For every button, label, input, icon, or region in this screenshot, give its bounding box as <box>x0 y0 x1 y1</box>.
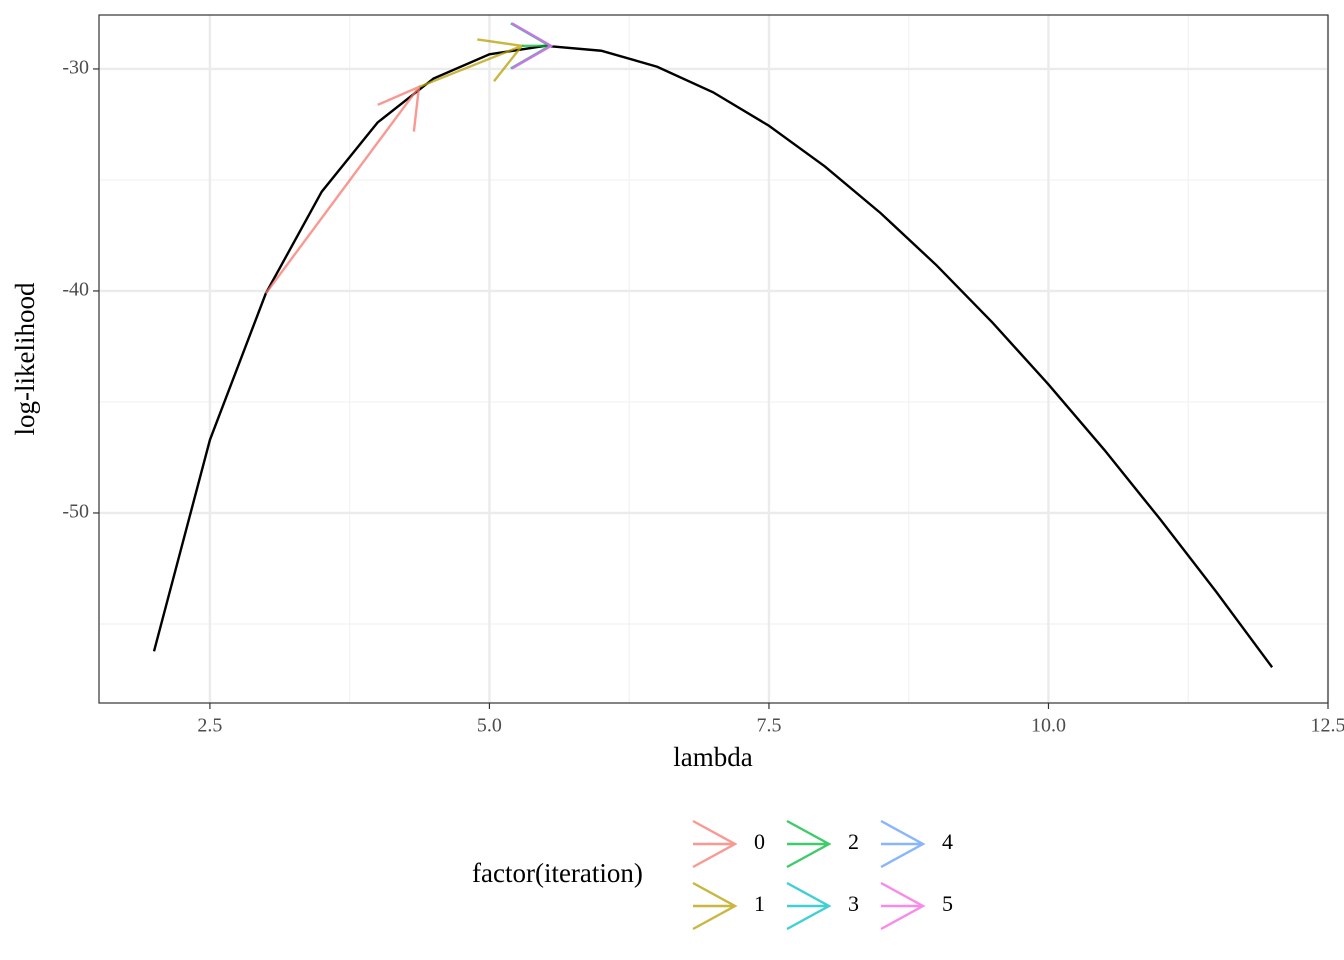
legend-key <box>786 881 832 931</box>
arrow <box>418 38 525 89</box>
x-tick-label: 12.5 <box>1311 715 1344 737</box>
y-tick-label: -50 <box>62 501 89 523</box>
legend-label: 0 <box>754 829 765 854</box>
arrow <box>511 22 554 70</box>
legend-key <box>786 819 832 869</box>
legend-label: 1 <box>754 891 765 916</box>
legend-key <box>692 881 738 931</box>
x-axis-title: lambda <box>673 742 752 772</box>
x-tick-label: 5.0 <box>477 715 502 737</box>
legend-label: 4 <box>942 829 953 854</box>
x-tick-label: 10.0 <box>1031 715 1066 737</box>
x-tick-label: 7.5 <box>756 715 781 737</box>
legend-key <box>880 881 926 931</box>
x-tick-label: 2.5 <box>197 715 222 737</box>
legend-key <box>692 819 738 869</box>
panel-border <box>98 14 1329 704</box>
legend-label: 5 <box>942 891 953 916</box>
curve <box>152 44 1274 668</box>
legend-key <box>880 819 926 869</box>
y-tick-label: -30 <box>62 57 89 79</box>
y-tick-label: -40 <box>62 279 89 301</box>
legend-label: 3 <box>848 891 859 916</box>
legend-title: factor(iteration) <box>472 858 643 888</box>
y-axis-title: log-likelihood <box>10 282 40 435</box>
arrow <box>264 85 421 295</box>
legend-label: 2 <box>848 829 859 854</box>
